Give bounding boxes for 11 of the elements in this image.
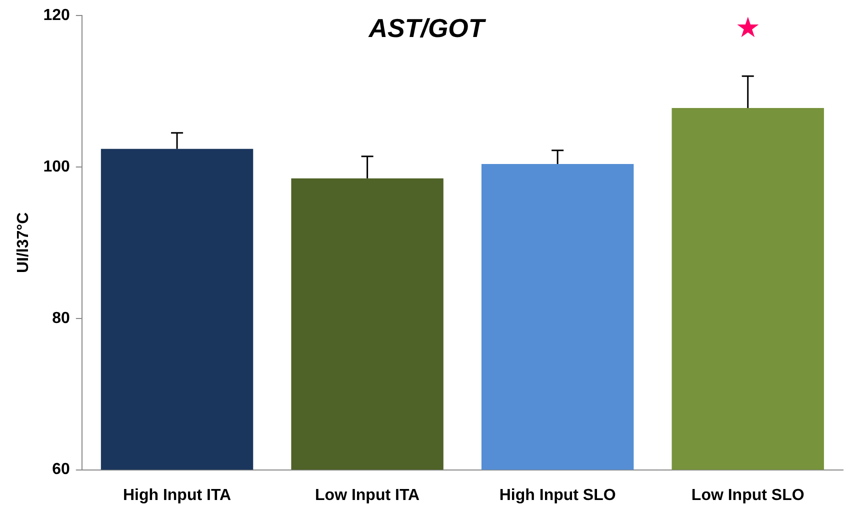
y-tick-label: 60 xyxy=(52,461,70,478)
annotation: ★ xyxy=(735,10,760,44)
x-tick-label: High Input ITA xyxy=(122,486,232,504)
chart-title: AST/GOT xyxy=(368,13,486,44)
x-tick-label: High Input SLO xyxy=(499,486,616,504)
y-tick-label: 120 xyxy=(43,7,70,24)
y-axis-title: UI/l37°C xyxy=(15,212,32,274)
x-tick-label: Low Input ITA xyxy=(315,486,420,504)
y-tick-label: 80 xyxy=(52,310,70,327)
y-tick-label: 100 xyxy=(43,158,70,176)
x-tick-label: Low Input SLO xyxy=(691,486,804,504)
